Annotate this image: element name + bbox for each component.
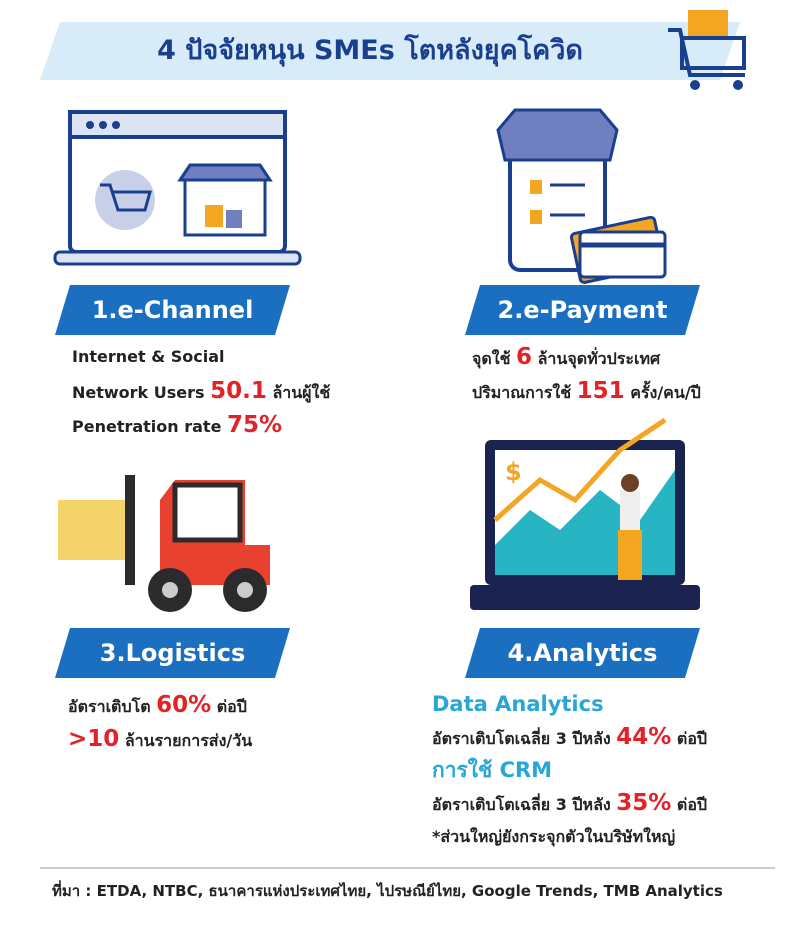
text: ต่อปี [211,697,247,716]
subheading: การใช้ CRM [432,758,553,782]
forklift [58,475,270,612]
section-heading: 3.Logistics [99,639,246,667]
text: อัตราเติบโตเฉลี่ย 3 ปีหลัง [432,729,617,748]
text: *ส่วนใหญ่ยังกระจุกตัวในบริษัทใหญ่ [432,827,676,846]
subheading: Data Analytics [432,692,604,716]
text: Internet & Social [72,347,225,366]
title: 4 ปัจจัยหนุน SMEs โตหลังยุคโควิด [157,35,583,66]
text: ล้านผู้ใช้ [266,383,331,402]
section-text: Internet & Social Network Users 50.1 ล้าน… [72,340,330,442]
highlight-number: >10 [68,726,120,752]
text: ต่อปี [671,795,708,814]
title-banner [40,22,740,80]
text-line: อัตราเติบโตเฉลี่ย 3 ปีหลัง 35% ต่อปี [432,787,707,820]
text: อัตราเติบโตเฉลี่ย 3 ปีหลัง [432,795,617,814]
banners [55,285,700,678]
section-text: จุดใช้ 6 ล้านจุดทั่วประเทศ ปริมาณการใช้ 1… [472,340,701,408]
text-line: อัตราเติบโตเฉลี่ย 3 ปีหลัง 44% ต่อปี [432,721,707,754]
section-heading: 1.e-Channel [91,296,254,324]
text: ปริมาณการใช้ [472,383,577,402]
text: Network Users [72,383,211,402]
text-line: ปริมาณการใช้ 151 ครั้ง/คน/ปี [472,374,701,408]
highlight-number: 35% [616,790,672,816]
highlight-number: 44% [616,724,672,750]
text-line: *ส่วนใหญ่ยังกระจุกตัวในบริษัทใหญ่ [432,820,707,853]
cart-icon [668,10,746,90]
highlight-number: 75% [227,412,283,438]
highlight-number: 50.1 [210,378,267,404]
section-text: อัตราเติบโต 60% ต่อปี >10 ล้านรายการส่ง/ว… [68,688,252,756]
text-line: >10 ล้านรายการส่ง/วัน [68,722,252,756]
text: ต่อปี [671,729,708,748]
source: ที่มา : ETDA, NTBC, ธนาคารแห่งประเทศไทย,… [52,882,723,900]
text-line: Penetration rate 75% [72,408,330,442]
text: ล้านจุดทั่วประเทศ [532,349,661,368]
section-heading: 4.Analytics [507,639,658,667]
text-line: อัตราเติบโต 60% ต่อปี [68,688,252,722]
text: Penetration rate [72,417,227,436]
text: ครั้ง/คน/ปี [624,383,701,402]
text-line: จุดใช้ 6 ล้านจุดทั่วประเทศ [472,340,701,374]
text: อัตราเติบโต [68,697,157,716]
highlight-number: 151 [576,378,625,404]
section-heading: 2.e-Payment [497,296,668,324]
highlight-number: 6 [516,344,533,370]
highlight-number: 60% [156,692,212,718]
svg-text:$: $ [505,458,522,486]
section-text: Data Analytics อัตราเติบโตเฉลี่ย 3 ปีหลัง… [432,688,707,853]
text-line: Network Users 50.1 ล้านผู้ใช้ [72,374,330,408]
laptop-shop [53,110,302,266]
text-line: การใช้ CRM [432,754,707,787]
text: ล้านรายการส่ง/วัน [119,731,253,750]
phone-cards [496,108,667,284]
text-line: Internet & Social [72,340,330,374]
text-line: Data Analytics [432,688,707,721]
text: จุดใช้ [472,349,517,368]
analytics-laptop: $ [470,417,700,610]
